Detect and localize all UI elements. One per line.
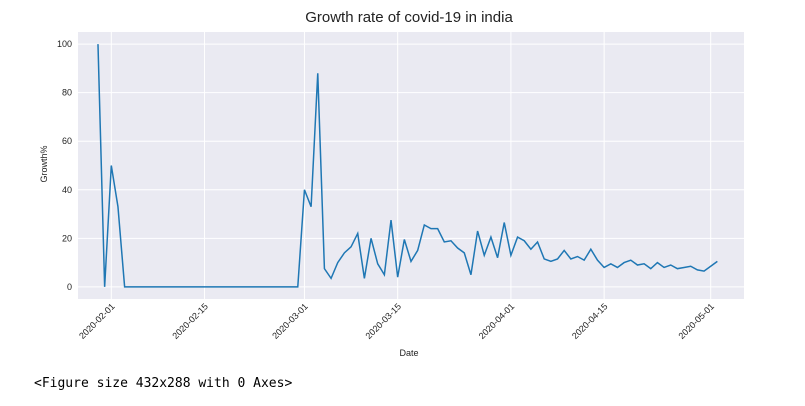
y-tick-label: 60	[62, 136, 72, 146]
y-tick-label: 100	[57, 39, 72, 49]
x-tick-label: 2020-02-15	[170, 301, 210, 341]
y-axis-label: Growth%	[39, 145, 49, 182]
y-tick-label: 20	[62, 233, 72, 243]
y-tick-label: 0	[67, 282, 72, 292]
growth-rate-line	[97, 44, 718, 288]
x-tick-label: 2020-03-15	[363, 301, 403, 341]
x-tick-label: 2020-03-01	[270, 301, 310, 341]
x-tick-label: 2020-04-15	[570, 301, 610, 341]
x-axis-label: Date	[399, 348, 418, 358]
y-tick-label: 40	[62, 185, 72, 195]
growth-rate-chart: 0 20 40 60 80 100 2020-02-01 2020-02-15 2020-03-…	[39, 9, 744, 358]
chart-title: Growth rate of covid-19 in india	[305, 9, 513, 26]
x-tick-label: 2020-04-01	[477, 301, 517, 341]
y-tick-label: 80	[62, 88, 72, 98]
x-tick-label: 2020-02-01	[77, 301, 117, 341]
x-tick-label: 2020-05-01	[676, 301, 716, 341]
figure-size-output: <Figure size 432x288 with 0 Axes>	[34, 376, 293, 391]
plot-background	[78, 32, 744, 299]
